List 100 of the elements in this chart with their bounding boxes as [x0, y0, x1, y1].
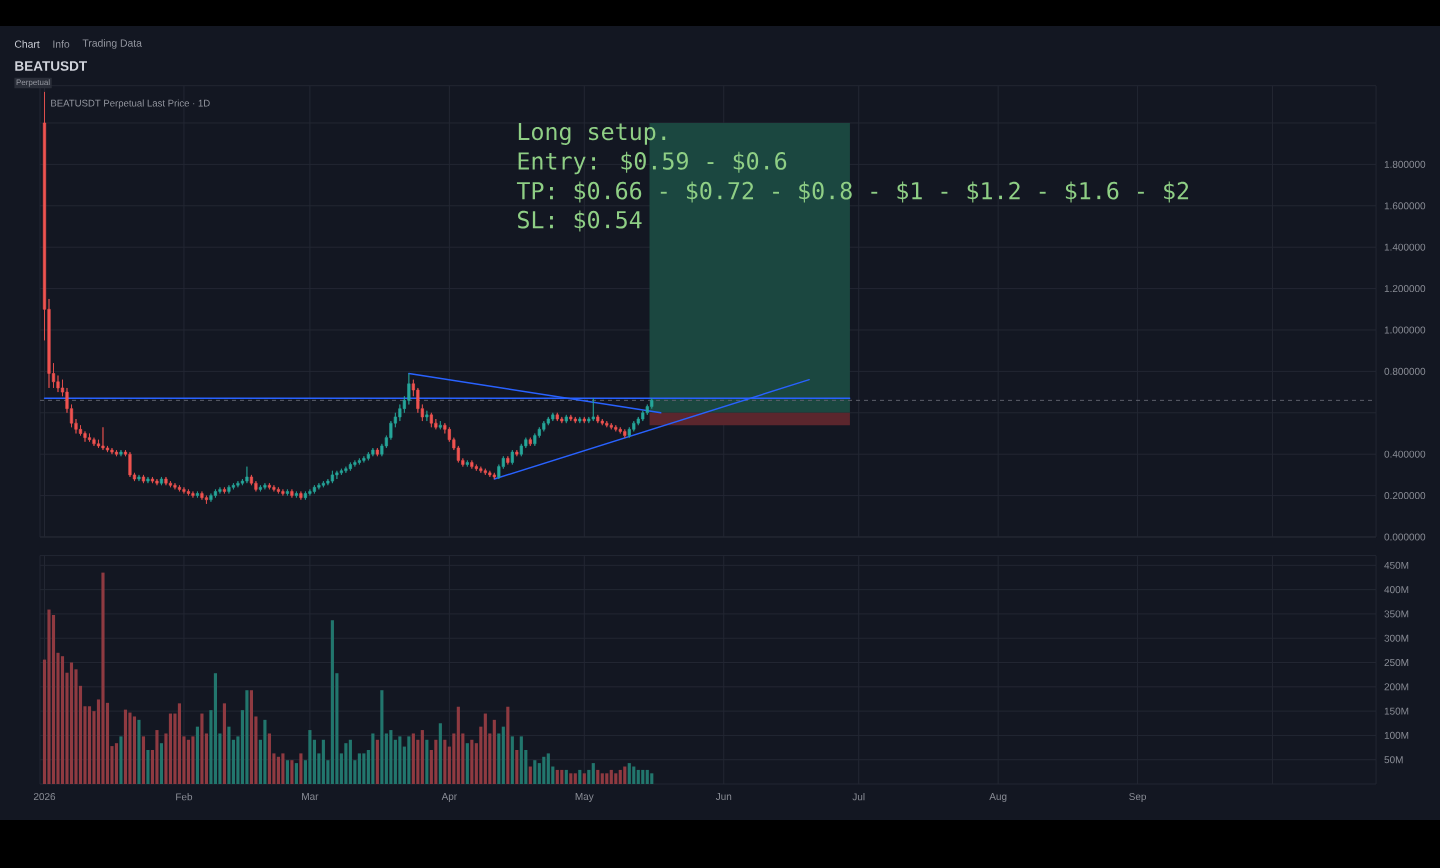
candlestick	[510, 449, 514, 465]
candlestick	[650, 397, 654, 410]
candlestick	[645, 404, 649, 416]
candlestick	[321, 480, 325, 488]
candlestick	[168, 480, 173, 488]
candlestick	[236, 480, 240, 488]
candlestick	[83, 431, 87, 443]
candlestick	[128, 451, 132, 478]
candlestick	[245, 466, 249, 484]
candlestick	[636, 416, 640, 426]
candlestick	[515, 449, 519, 457]
candlestick	[353, 460, 357, 467]
annotation: SL: $0.54	[518, 210, 642, 232]
candlestick	[146, 476, 150, 484]
candlestick	[272, 484, 276, 492]
candlestick	[362, 455, 366, 463]
candlestick	[218, 486, 222, 494]
candlestick	[492, 472, 496, 480]
candlestick	[222, 486, 226, 494]
candlestick	[330, 470, 334, 484]
candlestick	[438, 420, 442, 430]
candlestick	[380, 443, 384, 457]
candlestick	[564, 414, 568, 424]
candlestick	[641, 410, 645, 422]
annotation: Entry: $0.59 - $0.6	[518, 151, 787, 175]
candlestick	[375, 447, 379, 457]
candlestick	[528, 437, 532, 447]
candlestick	[200, 491, 204, 501]
candlestick	[618, 426, 622, 434]
candlestick	[317, 482, 321, 490]
candlestick	[344, 466, 348, 474]
candlestick	[609, 422, 613, 430]
candlestick	[546, 416, 550, 426]
candlestick	[348, 462, 352, 472]
candlestick	[506, 455, 510, 465]
candlestick	[524, 437, 528, 449]
candlestick	[155, 478, 159, 486]
candlestick	[600, 418, 604, 426]
candlestick	[290, 489, 294, 499]
candlestick	[308, 489, 312, 496]
candlestick	[294, 491, 298, 499]
candlestick	[78, 424, 83, 436]
candlestick	[110, 447, 114, 455]
candlestick	[227, 484, 231, 494]
candlestick	[605, 420, 609, 428]
candlestick	[474, 464, 478, 472]
candlestick	[569, 414, 573, 422]
candlestick	[371, 447, 375, 457]
candlestick	[339, 468, 343, 476]
candlestick	[326, 478, 330, 486]
candlestick	[137, 474, 141, 482]
candlestick	[195, 491, 200, 499]
candlestick	[416, 387, 420, 414]
candlestick	[249, 474, 253, 486]
candlestick	[164, 476, 168, 486]
candlestick	[141, 474, 146, 484]
candlestick	[456, 445, 460, 463]
candlestick	[101, 426, 105, 451]
candlestick	[429, 412, 433, 428]
candlestick	[483, 468, 487, 476]
candlestick	[231, 482, 235, 490]
candlestick	[357, 457, 361, 465]
candlestick	[213, 489, 217, 499]
candlestick	[465, 460, 469, 467]
candlestick	[254, 480, 258, 492]
candlestick	[434, 418, 438, 430]
candlestick	[263, 482, 267, 490]
candlestick	[533, 433, 537, 447]
candlestick	[470, 460, 474, 470]
candlestick	[258, 484, 262, 492]
candlestick	[632, 420, 636, 432]
candlestick	[537, 426, 541, 438]
candlestick	[267, 482, 271, 490]
candlestick	[285, 489, 289, 496]
candlestick	[447, 426, 451, 443]
candlestick	[591, 397, 595, 422]
candlestick	[497, 464, 501, 480]
candlestick	[276, 486, 280, 494]
candlestick	[389, 420, 393, 441]
annotation: Long setup.	[518, 122, 666, 145]
candlestick	[627, 426, 631, 438]
candlestick	[519, 443, 523, 457]
candlestick	[114, 449, 119, 457]
candlestick	[150, 476, 155, 484]
candlestick	[204, 495, 209, 505]
candlestick	[425, 410, 429, 422]
candlestick	[560, 416, 564, 424]
annotation: TP: $0.66 - $0.72 - $0.8 - $1 - $1.2 - $1.6 - $2	[516, 181, 1189, 203]
candlestick	[159, 476, 164, 486]
candlestick	[299, 491, 303, 501]
candlestick	[614, 424, 618, 432]
candlestick	[582, 416, 586, 424]
candlestick	[335, 470, 339, 480]
candlestick	[87, 433, 92, 443]
candlestick	[578, 416, 582, 424]
candlestick	[573, 416, 577, 424]
candlestick	[407, 373, 411, 405]
candlestick	[177, 484, 182, 492]
candlestick	[443, 422, 447, 434]
candlestick	[479, 466, 483, 474]
